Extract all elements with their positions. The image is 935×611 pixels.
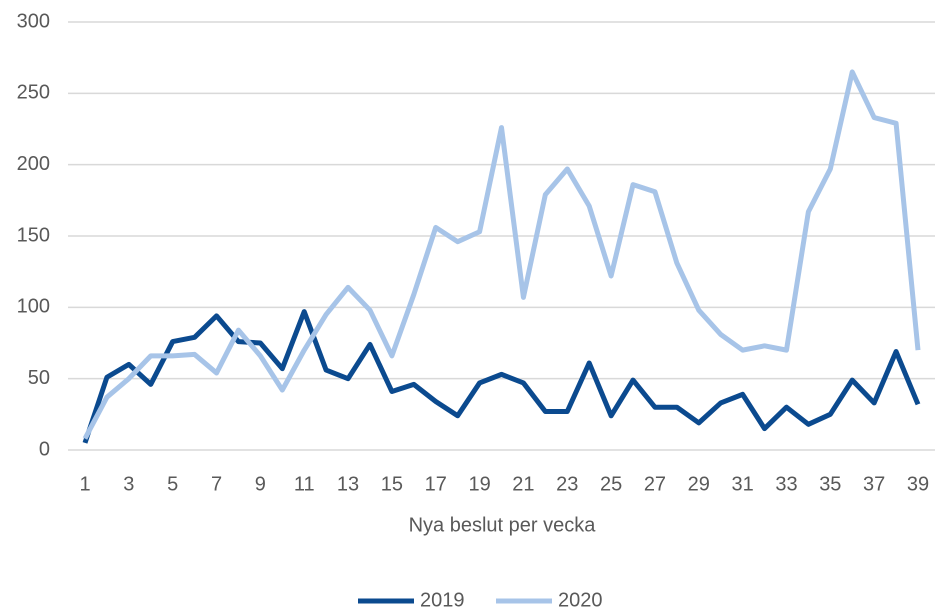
- x-tick-label: 1: [79, 473, 90, 495]
- x-tick-label: 39: [907, 473, 929, 495]
- legend-label: 2019: [420, 589, 465, 611]
- x-tick-label: 25: [600, 473, 622, 495]
- legend-label: 2020: [558, 589, 603, 611]
- y-tick-label: 200: [17, 153, 50, 175]
- y-tick-label: 100: [17, 296, 50, 318]
- y-tick-label: 50: [28, 367, 50, 389]
- x-tick-label: 15: [381, 473, 403, 495]
- x-tick-label: 3: [123, 473, 134, 495]
- x-tick-label: 31: [732, 473, 754, 495]
- x-tick-label: 13: [337, 473, 359, 495]
- x-axis-title: Nya beslut per vecka: [409, 514, 597, 536]
- x-tick-label: 27: [644, 473, 666, 495]
- x-tick-label: 37: [863, 473, 885, 495]
- x-tick-label: 19: [468, 473, 490, 495]
- x-tick-label: 33: [775, 473, 797, 495]
- x-tick-label: 17: [425, 473, 447, 495]
- series-line: [82, 309, 921, 444]
- x-tick-label: 35: [819, 473, 841, 495]
- x-tick-label: 7: [211, 473, 222, 495]
- lines: [82, 69, 921, 444]
- legend-item: 2020: [496, 589, 603, 611]
- legend-item: 2019: [358, 589, 465, 611]
- series-line: [82, 69, 921, 440]
- x-tick-label: 5: [167, 473, 178, 495]
- x-tick-label: 23: [556, 473, 578, 495]
- x-tick-label: 21: [512, 473, 534, 495]
- y-tick-label: 300: [17, 10, 50, 32]
- x-tick-label: 29: [688, 473, 710, 495]
- y-tick-label: 150: [17, 224, 50, 246]
- x-tick-label: 9: [255, 473, 266, 495]
- grid: [68, 21, 935, 451]
- y-tick-label: 0: [39, 438, 50, 460]
- y-tick-label: 250: [17, 82, 50, 104]
- x-tick-label: 11: [294, 473, 315, 495]
